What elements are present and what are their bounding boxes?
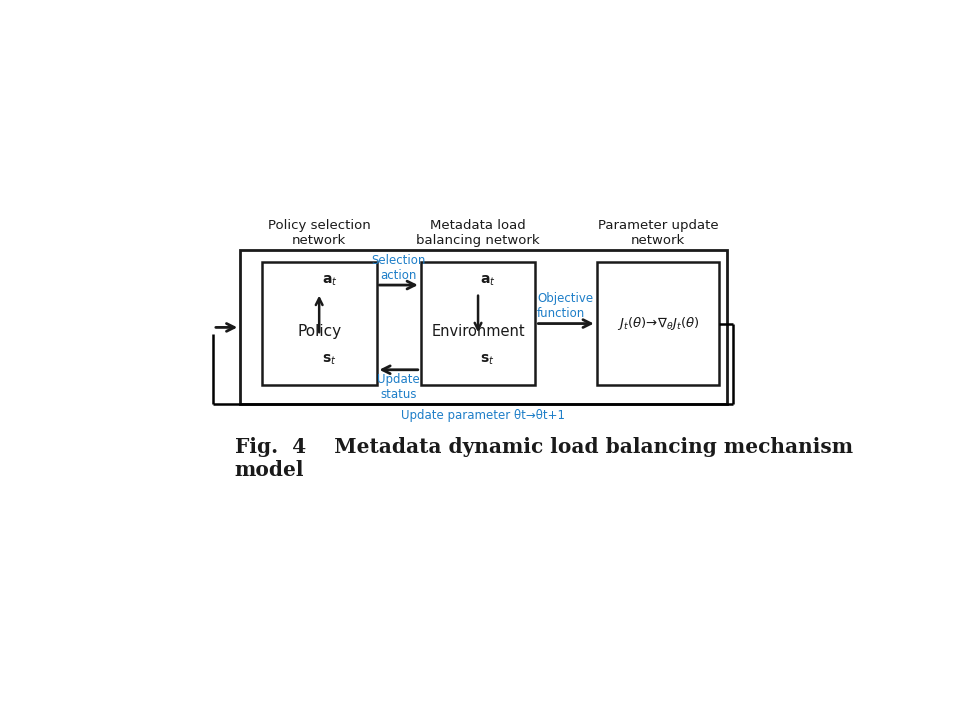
Text: Update
status: Update status bbox=[377, 373, 420, 401]
Text: Selection
action: Selection action bbox=[372, 254, 426, 282]
Text: Update parameter θt→θt+1: Update parameter θt→θt+1 bbox=[401, 409, 565, 422]
Text: $J_t(\theta)\!\rightarrow\!\nabla_\theta J_t(\theta)$: $J_t(\theta)\!\rightarrow\!\nabla_\theta… bbox=[616, 315, 699, 332]
Bar bbox=[420, 262, 536, 385]
Text: Policy selection
network: Policy selection network bbox=[268, 219, 371, 246]
Text: $\mathbf{s}_t$: $\mathbf{s}_t$ bbox=[480, 353, 495, 367]
Bar bbox=[596, 262, 719, 385]
Text: Parameter update
network: Parameter update network bbox=[597, 219, 718, 246]
Text: Policy: Policy bbox=[297, 324, 341, 338]
Bar bbox=[262, 262, 376, 385]
Text: $\mathbf{s}_t$: $\mathbf{s}_t$ bbox=[322, 353, 336, 367]
Bar bbox=[240, 251, 727, 405]
Text: $\mathbf{a}_t$: $\mathbf{a}_t$ bbox=[480, 274, 496, 288]
Text: Metadata load
balancing network: Metadata load balancing network bbox=[417, 219, 540, 246]
Text: Objective
function: Objective function bbox=[537, 292, 593, 320]
Text: Environment: Environment bbox=[431, 324, 525, 338]
Text: Fig.  4    Metadata dynamic load balancing mechanism
model: Fig. 4 Metadata dynamic load balancing m… bbox=[234, 437, 852, 480]
Text: $\mathbf{a}_t$: $\mathbf{a}_t$ bbox=[322, 274, 337, 288]
